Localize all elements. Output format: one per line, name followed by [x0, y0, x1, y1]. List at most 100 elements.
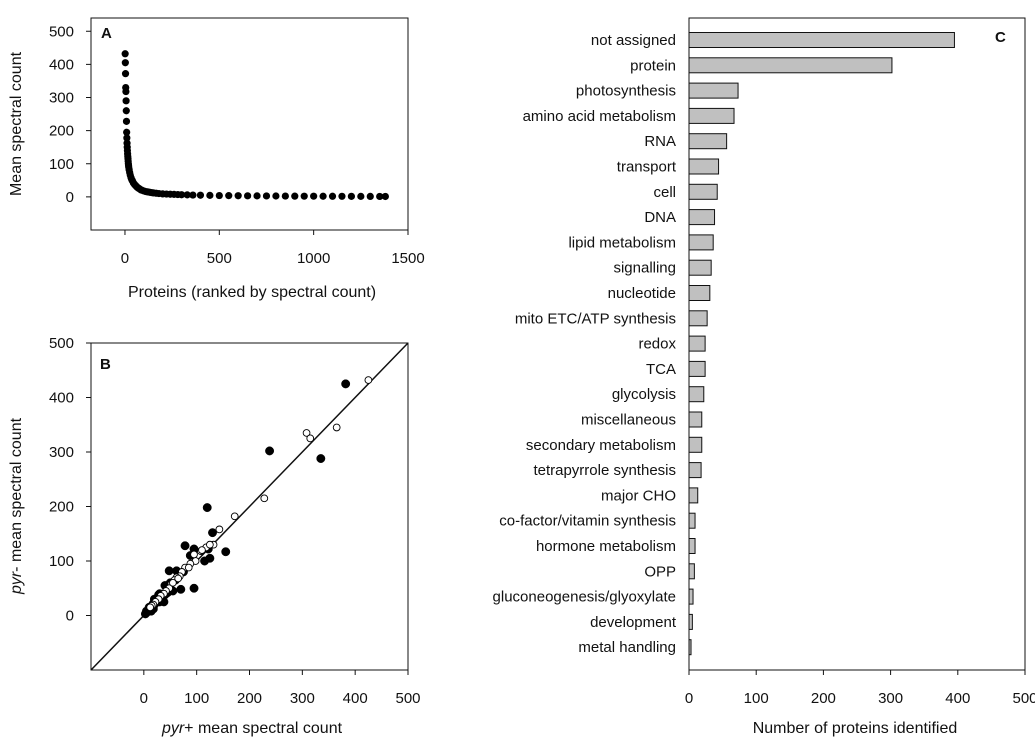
panel-a-x-tick-label: 1000 — [297, 250, 330, 267]
panel-c-category-label: glycolysis — [612, 386, 676, 403]
panel-b-open-point — [206, 540, 214, 549]
panel-c-x-tick-label: 100 — [744, 690, 769, 707]
panel-a-data-point — [319, 192, 327, 200]
panel-a-data-point — [122, 107, 130, 115]
panel-b-y-tick-label: 100 — [49, 553, 74, 570]
panel-a-data-point — [123, 128, 131, 136]
panel-c-category-label: TCA — [646, 361, 676, 378]
panel-c-x-axis-title: Number of proteins identified — [753, 720, 958, 737]
panel-c-category-label: tetrapyrrole synthesis — [533, 462, 676, 479]
panel-a-data-point — [234, 192, 242, 200]
panel-b-open-point — [230, 512, 239, 521]
panel-c-category-label: mito ETC/ATP synthesis — [515, 310, 676, 327]
panel-c-category-label: transport — [617, 159, 677, 176]
panel-b-ticks: 0 100 200 300 400 500 0 100 200 300 400 500 — [49, 335, 421, 707]
panel-a-data-point — [121, 59, 129, 67]
panel-c-bar — [688, 360, 706, 377]
panel-a-data-point — [244, 192, 252, 200]
panel-c-bar — [688, 563, 695, 580]
panel-a-x-tick-label: 500 — [207, 250, 232, 267]
panel-b-y-tick-label: 500 — [49, 335, 74, 352]
panel-b-filled-point — [189, 583, 199, 593]
panel-c-bar — [688, 588, 694, 605]
panel-a-data-point — [291, 192, 299, 200]
panel-c-category-labels: not assigned protein photosynthesis amino a… — [493, 32, 677, 656]
panel-b-x-tick-label: 200 — [237, 690, 262, 707]
panel-a-data-point — [357, 192, 365, 200]
panel-b-filled-point — [221, 547, 231, 557]
panel-c-bar — [688, 538, 696, 554]
panel-a-data-point — [366, 192, 374, 201]
panel-c-category-label: nucleotide — [608, 285, 676, 302]
panel-c-bar — [688, 158, 720, 175]
panel-a-data-point — [272, 192, 280, 200]
panel-a-data-point — [262, 192, 271, 200]
panel-c-bar — [688, 512, 696, 529]
panel-a-y-tick-label: 200 — [49, 123, 74, 140]
panel-c-bar — [688, 285, 711, 301]
panel-c-x-tick-label: 200 — [811, 690, 836, 707]
panel-c-category-label: not assigned — [591, 32, 676, 49]
panel-c-bar — [688, 310, 708, 327]
panel-c-category-label: signalling — [613, 260, 676, 277]
panel-c-bar — [688, 209, 716, 226]
panel-b-x-tick-label: 400 — [343, 690, 368, 707]
panel-c-letter: C — [995, 29, 1006, 46]
panel-a: A 0 500 1000 1500 0 100 200 300 400 500 Proteins … — [8, 17, 425, 301]
panel-b-y-axis-title-rest: - mean spectral count — [8, 417, 25, 571]
panel-a-data-point — [347, 192, 355, 200]
panel-c-bar — [688, 487, 699, 504]
panel-b-filled-point — [208, 528, 217, 538]
panel-a-data-point — [122, 117, 131, 125]
panel-c-x-tick-label: 400 — [945, 690, 970, 707]
panel-c-bar — [688, 57, 893, 74]
panel-a-x-axis-title: Proteins (ranked by spectral count) — [128, 284, 376, 301]
panel-c-bar — [688, 436, 703, 453]
panel-b-open-point — [306, 434, 315, 443]
panel-b-open-point — [198, 546, 206, 554]
panel-c-bar — [688, 335, 706, 352]
panel-c-bar — [688, 613, 693, 630]
panel-b-filled-point — [316, 454, 326, 463]
panel-a-ticks: 0 500 1000 1500 0 100 200 300 400 500 — [49, 23, 425, 267]
panel-a-x-tick-label: 0 — [121, 250, 129, 267]
panel-b-filled-point — [176, 584, 186, 594]
panel-a-data-point — [300, 192, 308, 200]
panel-a-data-point — [196, 191, 205, 199]
panel-b-filled-point — [202, 503, 212, 513]
panel-b-open-point — [184, 563, 193, 572]
panel-c-category-label: amino acid metabolism — [523, 108, 676, 125]
panel-a-data-point — [183, 191, 191, 199]
panel-b-y-tick-label: 400 — [49, 390, 74, 407]
panel-a-x-tick-label: 1500 — [391, 250, 424, 267]
panel-b-open-point — [215, 525, 224, 534]
panel-c-category-label: cell — [653, 184, 676, 201]
panel-c-category-label: metal handling — [578, 639, 676, 656]
panel-a-data-point — [376, 192, 384, 201]
panel-a-points — [121, 50, 389, 201]
panel-c-category-label: co-factor/vitamin synthesis — [499, 513, 676, 530]
panel-a-data-point — [121, 50, 129, 58]
panel-b-open-point — [174, 574, 183, 583]
panel-a-data-point — [225, 192, 233, 200]
panel-c-bars — [688, 32, 955, 656]
panel-c-x-tick-label: 300 — [878, 690, 903, 707]
panel-a-data-point — [281, 192, 289, 200]
panel-b-y-axis-title: pyr- mean spectral count — [8, 417, 25, 595]
panel-b-identity-line — [90, 342, 409, 671]
panel-c-ticks: 0 100 200 300 400 500 — [685, 670, 1035, 707]
panel-c-bar — [688, 462, 702, 479]
panel-a-y-tick-label: 300 — [49, 90, 74, 107]
panel-a-data-point — [381, 192, 389, 201]
panel-b-filled-point — [341, 379, 351, 389]
panel-a-y-tick-label: 100 — [49, 156, 74, 173]
panel-b-x-tick-label: 0 — [140, 690, 148, 707]
panel-c-category-label: RNA — [644, 133, 676, 150]
panel-b-open-point — [190, 550, 198, 559]
panel-b-x-tick-label: 500 — [395, 690, 420, 707]
panel-a-y-tick-label: 400 — [49, 56, 74, 73]
panel-a-data-point — [310, 192, 318, 200]
panel-c-bar — [688, 386, 705, 403]
